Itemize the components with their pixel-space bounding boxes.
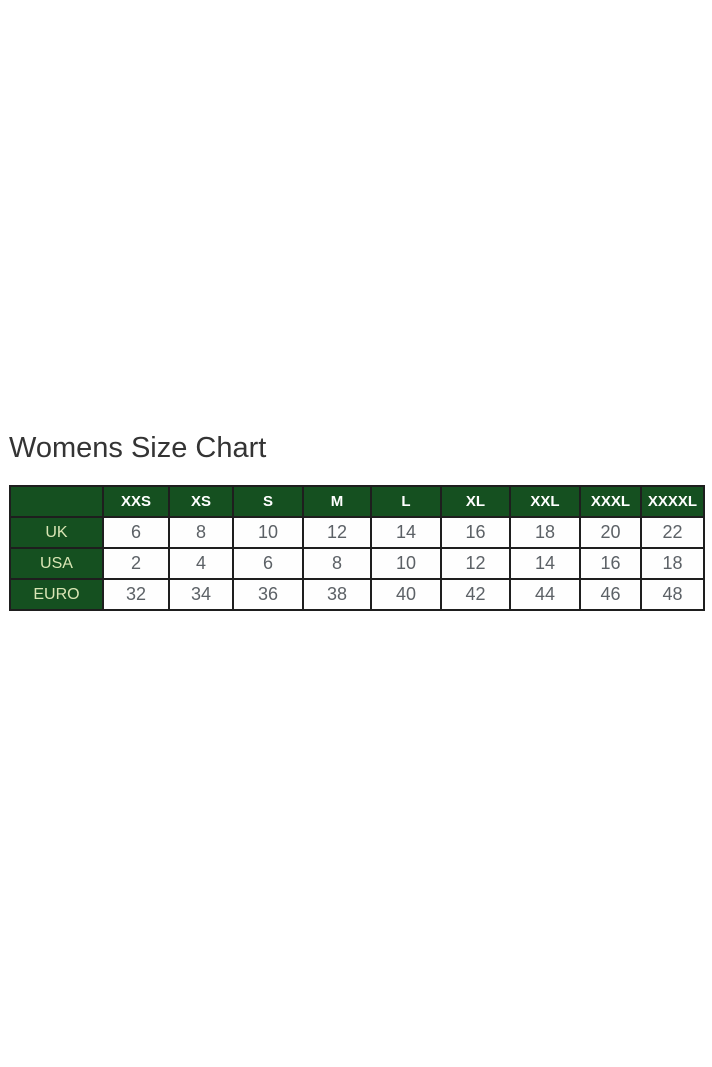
size-cell: 8 — [302, 547, 372, 580]
size-cell: 4 — [168, 547, 234, 580]
size-cell: 8 — [168, 516, 234, 549]
size-cell: 10 — [232, 516, 304, 549]
size-cell: 12 — [302, 516, 372, 549]
size-cell: 40 — [370, 578, 442, 611]
column-header-l: L — [370, 485, 442, 518]
table-row-uk: UK 6 8 10 12 14 16 18 20 22 — [9, 516, 705, 549]
size-cell: 10 — [370, 547, 442, 580]
size-cell: 36 — [232, 578, 304, 611]
size-cell: 22 — [640, 516, 705, 549]
column-header-xl: XL — [440, 485, 511, 518]
size-cell: 20 — [579, 516, 642, 549]
womens-size-chart-table: XXS XS S M L XL XXL XXXL XXXXL UK 6 8 10 12 14 16 18 20 2… — [9, 485, 705, 611]
row-label-usa: USA — [9, 547, 104, 580]
row-label-euro: EURO — [9, 578, 104, 611]
column-header-xs: XS — [168, 485, 234, 518]
size-cell: 44 — [509, 578, 581, 611]
table-row-euro: EURO 32 34 36 38 40 42 44 46 48 — [9, 578, 705, 611]
size-cell: 46 — [579, 578, 642, 611]
size-cell: 34 — [168, 578, 234, 611]
size-cell: 32 — [102, 578, 170, 611]
size-cell: 18 — [640, 547, 705, 580]
size-cell: 14 — [370, 516, 442, 549]
size-chart-body: UK 6 8 10 12 14 16 18 20 22 USA 2 4 6 8 10 12 14 16 18 EURO 3… — [9, 516, 705, 611]
size-cell: 48 — [640, 578, 705, 611]
table-row-usa: USA 2 4 6 8 10 12 14 16 18 — [9, 547, 705, 580]
size-cell: 6 — [232, 547, 304, 580]
size-cell: 38 — [302, 578, 372, 611]
size-cell: 16 — [579, 547, 642, 580]
column-header-s: S — [232, 485, 304, 518]
column-header-xxs: XXS — [102, 485, 170, 518]
size-cell: 16 — [440, 516, 511, 549]
column-header-m: M — [302, 485, 372, 518]
column-header-xxxxl: XXXXL — [640, 485, 705, 518]
column-header-xxl: XXL — [509, 485, 581, 518]
size-cell: 18 — [509, 516, 581, 549]
size-chart-header: XXS XS S M L XL XXL XXXL XXXXL — [9, 485, 705, 518]
size-cell: 6 — [102, 516, 170, 549]
size-cell: 2 — [102, 547, 170, 580]
page-title: Womens Size Chart — [9, 432, 267, 464]
row-label-uk: UK — [9, 516, 104, 549]
size-cell: 42 — [440, 578, 511, 611]
size-cell: 14 — [509, 547, 581, 580]
column-header-blank — [9, 485, 104, 518]
header-row: XXS XS S M L XL XXL XXXL XXXXL — [9, 485, 705, 518]
column-header-xxxl: XXXL — [579, 485, 642, 518]
size-cell: 12 — [440, 547, 511, 580]
